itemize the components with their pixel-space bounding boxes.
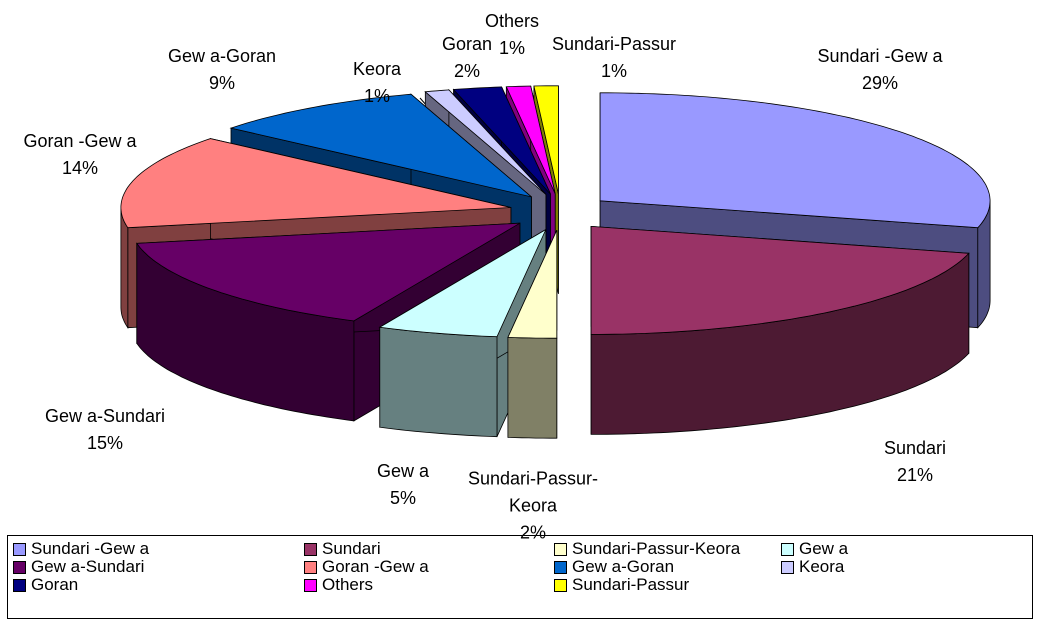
data-label-value: 5%	[389, 488, 416, 508]
slice	[378, 228, 547, 338]
data-label-value: 21%	[896, 465, 934, 485]
legend-item: Sundari	[304, 540, 381, 558]
pie-area	[120, 85, 991, 439]
legend-label: Gew a	[799, 539, 849, 558]
data-label: Sundari-Passur 1%	[552, 31, 676, 85]
data-label: Sundari -Gew a 29%	[817, 43, 942, 97]
data-label-name: Goran	[441, 34, 493, 54]
data-label-name: Keora	[352, 59, 402, 79]
legend-item: Gew a	[781, 540, 848, 558]
legend-label: Sundari-Passur	[572, 575, 690, 594]
legend-label: Others	[322, 575, 374, 594]
data-label: Goran 2%	[442, 31, 492, 85]
slice	[507, 230, 558, 339]
slice	[599, 92, 991, 229]
legend-item: Goran	[13, 576, 78, 594]
slice-side	[379, 326, 498, 438]
data-label-value: 15%	[86, 433, 124, 453]
data-label: Gew a-Goran 9%	[168, 43, 276, 97]
data-label-value: 2%	[519, 522, 546, 543]
data-label: Sundari 21%	[884, 435, 946, 489]
data-label: Sundari-Passur-Keora 2%	[458, 466, 608, 547]
data-label-name: Sundari -Gew a	[817, 46, 943, 66]
legend-swatch	[781, 542, 794, 556]
data-label: Gew a-Sundari 15%	[45, 403, 165, 457]
data-label-value: 14%	[61, 158, 99, 178]
legend-item: Keora	[781, 558, 844, 576]
data-label-name: Sundari	[883, 438, 947, 458]
data-label-name: Goran -Gew a	[23, 131, 137, 151]
slice	[136, 222, 521, 322]
legend-item: Sundari-Passur	[554, 576, 689, 594]
legend-label: Gew a-Goran	[572, 557, 675, 576]
slice	[533, 85, 559, 194]
data-label: Keora 1%	[353, 56, 401, 110]
data-label: Goran -Gew a 14%	[23, 128, 136, 182]
data-label-value: 1%	[363, 86, 391, 106]
data-label-name: Sundari-Passur	[551, 34, 677, 54]
legend-swatch	[554, 542, 567, 556]
legend-swatch	[13, 578, 26, 592]
data-label-value: 29%	[861, 73, 899, 93]
legend-label: Keora	[799, 557, 845, 576]
slice	[505, 85, 556, 194]
legend-label: Sundari	[322, 539, 381, 558]
data-label-name: Sundari-Passur-Keora	[467, 468, 599, 516]
data-label-name: Gew a-Sundari	[44, 406, 166, 426]
slice	[424, 89, 547, 195]
legend-label: Goran -Gew a	[322, 557, 429, 576]
slice-side	[507, 336, 558, 439]
legend-label: Gew a-Sundari	[31, 557, 145, 576]
legend-swatch	[304, 560, 317, 574]
legend-swatch	[13, 560, 26, 574]
legend: Sundari -Gew a Sundari Sundari-Passur-Keor…	[7, 535, 1033, 619]
slice	[120, 138, 511, 229]
legend-item: Sundari -Gew a	[13, 540, 149, 558]
data-label: Others 1%	[485, 8, 539, 62]
legend-item: Gew a-Sundari	[13, 558, 144, 576]
slice	[229, 93, 532, 198]
slice	[590, 225, 970, 335]
data-label-name: Gew a	[376, 461, 430, 481]
data-label-value: 9%	[208, 73, 236, 93]
legend-item: Others	[304, 576, 373, 594]
legend-item: Goran -Gew a	[304, 558, 429, 576]
legend-swatch	[304, 542, 317, 556]
legend-label: Sundari-Passur-Keora	[572, 539, 741, 558]
legend-label: Sundari -Gew a	[31, 539, 150, 558]
legend-item: Sundari-Passur-Keora	[554, 540, 740, 558]
data-label-value: 2%	[453, 61, 480, 81]
data-label-name: Others	[484, 11, 540, 31]
data-label-value: 1%	[600, 61, 627, 81]
legend-swatch	[554, 560, 567, 574]
legend-item: Gew a-Goran	[554, 558, 674, 576]
data-label-name: Gew a-Goran	[167, 46, 277, 66]
legend-swatch	[304, 578, 317, 592]
legend-label: Goran	[31, 575, 79, 594]
slice	[452, 86, 551, 195]
legend-swatch	[554, 578, 567, 592]
data-label-value: 1%	[498, 38, 525, 58]
legend-swatch	[13, 542, 26, 556]
legend-swatch	[781, 560, 794, 574]
data-label: Gew a 5%	[377, 458, 429, 512]
